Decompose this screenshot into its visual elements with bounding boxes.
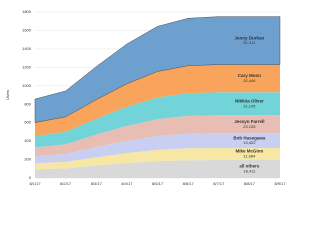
series-total: 18,411 bbox=[243, 169, 256, 174]
chart: Users 0 200 400 600 800 1000 1200 1400 1600 1800 8… bbox=[5, 9, 286, 186]
area bbox=[34, 16, 281, 123]
series-label: Cary Moon bbox=[238, 73, 262, 78]
x-tick-label: 8/1/17 bbox=[29, 181, 41, 186]
series-label: Mike McGinn bbox=[235, 149, 263, 154]
x-tick-label: 8/9/17 bbox=[274, 181, 286, 186]
x-tick-label: 8/6/17 bbox=[183, 181, 195, 186]
series-label: Jenny Durkan bbox=[234, 35, 264, 40]
series-total: 23,108 bbox=[243, 124, 256, 129]
y-tick-label: 1800 bbox=[22, 9, 32, 14]
series-label: Bob Hasegawa bbox=[233, 135, 266, 140]
x-tick-label: 8/2/17 bbox=[60, 181, 72, 186]
y-tick-label: 400 bbox=[24, 138, 31, 143]
y-tick-label: 1400 bbox=[22, 46, 32, 51]
series-total: 32,446 bbox=[243, 78, 256, 83]
series-label: Jessyn Farrell bbox=[234, 119, 264, 124]
x-tick-label: 8/8/17 bbox=[244, 181, 256, 186]
area bbox=[35, 115, 280, 157]
area bbox=[35, 160, 280, 178]
series-total: 51,411 bbox=[243, 40, 256, 45]
x-tick-label: 8/3/17 bbox=[91, 181, 103, 186]
area bbox=[35, 148, 280, 170]
series-total: 15,402 bbox=[243, 140, 256, 145]
y-axis-label: Users bbox=[5, 90, 10, 100]
y-tick-label: 0 bbox=[29, 175, 32, 180]
x-tick-label: 8/4/17 bbox=[121, 181, 133, 186]
series-total: 11,984 bbox=[243, 154, 256, 159]
y-tick-label: 800 bbox=[24, 101, 31, 106]
y-tick-label: 600 bbox=[24, 120, 31, 125]
x-tick-label: 8/5/17 bbox=[152, 181, 164, 186]
series-total: 31,145 bbox=[243, 103, 256, 108]
area bbox=[35, 92, 280, 148]
series-label: all others bbox=[239, 164, 260, 169]
area bbox=[35, 133, 280, 164]
x-tick-label: 8/7/17 bbox=[213, 181, 225, 186]
area bbox=[35, 64, 280, 137]
y-tick-label: 1200 bbox=[22, 64, 32, 69]
y-tick-label: 200 bbox=[24, 157, 31, 162]
series-label: Nikkita Oliver bbox=[235, 98, 264, 103]
y-tick-label: 1000 bbox=[22, 83, 32, 88]
y-tick-label: 1600 bbox=[22, 28, 32, 33]
